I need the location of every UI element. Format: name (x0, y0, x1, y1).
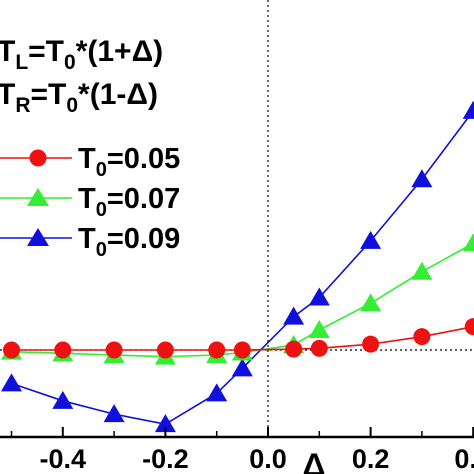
data-point (231, 358, 253, 377)
data-point (360, 230, 382, 249)
annotation-tr-formula: TR=T0*(1-Δ) (0, 78, 158, 117)
data-point (52, 390, 74, 409)
data-point (105, 341, 123, 359)
series-t0-0-07 (1, 233, 474, 365)
x-tick-label: 0.2 (352, 444, 390, 474)
data-point (464, 318, 474, 336)
data-point (54, 341, 72, 359)
data-point (308, 287, 330, 306)
data-point (208, 341, 226, 359)
x-tick-label: -0.2 (142, 444, 189, 474)
x-tick-label: -0.4 (40, 444, 87, 474)
data-point (154, 414, 176, 433)
x-tick-label: 0.4 (454, 444, 474, 474)
data-point (362, 335, 380, 353)
series-t0-0-09 (1, 100, 474, 433)
legend: T0=0.05 T0=0.07 T0=0.09 (0, 143, 180, 261)
data-point (308, 320, 330, 339)
data-point (413, 328, 431, 346)
legend-marker-t0-009 (27, 228, 49, 246)
data-point (156, 341, 174, 359)
series-t0-0-05 (3, 318, 474, 359)
legend-marker-t0-007 (27, 188, 49, 206)
data-point (233, 341, 251, 359)
data-point (103, 404, 125, 423)
data-point (411, 261, 433, 280)
data-point (1, 373, 22, 392)
x-tick-label: 0.0 (249, 444, 287, 474)
legend-item-t0-007: T0=0.07 (0, 183, 180, 221)
legend-item-t0-005: T0=0.05 (0, 143, 180, 181)
data-point (3, 341, 20, 359)
legend-label-t0-007: T0=0.07 (78, 183, 180, 221)
data-point (411, 169, 433, 188)
data-point (285, 340, 303, 358)
data-point (360, 293, 382, 312)
series-line (11, 108, 474, 425)
legend-item-t0-009: T0=0.09 (0, 223, 180, 261)
series-line (11, 242, 474, 358)
legend-marker-t0-005 (29, 149, 47, 167)
data-point (206, 383, 228, 402)
legend-label-t0-005: T0=0.05 (78, 143, 180, 181)
annotation-tl-formula: TL=T0*(1+Δ) (0, 35, 163, 74)
data-point (310, 339, 328, 357)
legend-label-t0-009: T0=0.09 (78, 223, 180, 261)
data-point (462, 233, 474, 252)
data-point (462, 100, 474, 119)
data-point (283, 306, 305, 325)
series-line (11, 325, 474, 351)
x-axis-label: Δ (303, 447, 326, 474)
